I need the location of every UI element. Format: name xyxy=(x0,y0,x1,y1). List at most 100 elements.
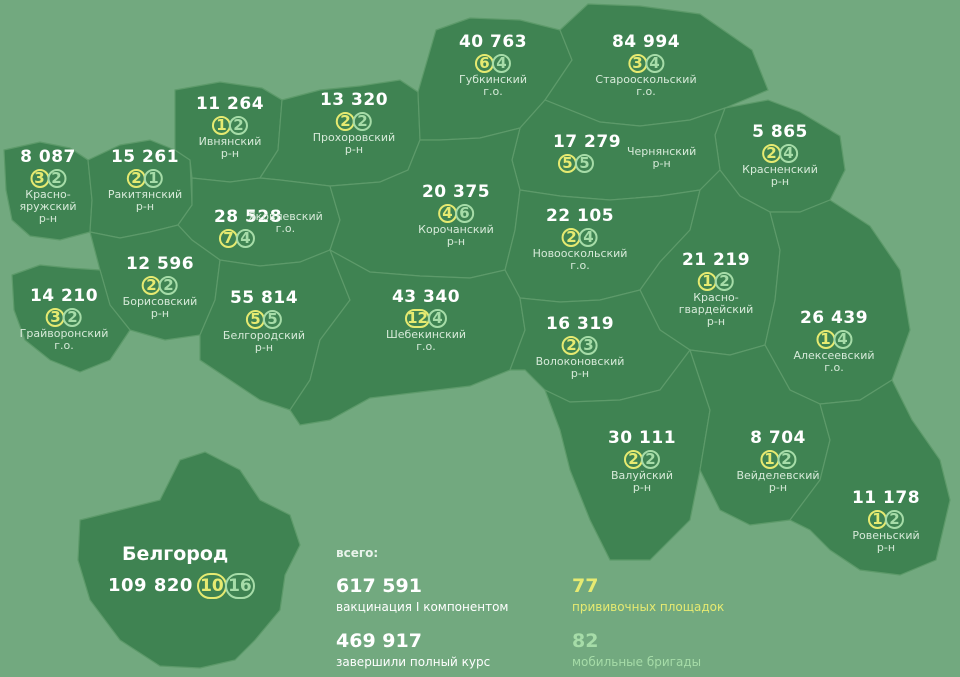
mobile-teams-badge: 2 xyxy=(229,116,248,135)
mobile-teams-badge: 2 xyxy=(63,308,82,327)
district-name: Чернянский р-н xyxy=(626,145,697,170)
district-name: Новооскольский г.о. xyxy=(532,247,628,272)
label-shebekinsky: 43 340 12 4 Шебекинский г.о. xyxy=(386,287,466,353)
district-name: Корочанский р-н xyxy=(418,223,494,248)
district-name: Красно-гвардейский р-н xyxy=(678,291,754,328)
first-component-total: 617 591 xyxy=(336,575,422,597)
mobile-teams-badge: 4 xyxy=(428,309,447,328)
mobile-teams-badge: 4 xyxy=(778,144,798,163)
district-name: Яковлевский г.о. xyxy=(247,210,323,235)
district-vaccinated-count: 17 279 xyxy=(552,132,622,152)
mobile-teams-badge: 2 xyxy=(641,450,660,469)
mobile-teams-badge: 2 xyxy=(776,450,796,469)
mobile-teams-badge: 2 xyxy=(46,169,66,188)
mobile-teams-badge: 4 xyxy=(644,54,664,73)
district-name: Старооскольский г.о. xyxy=(595,73,697,98)
district-vaccinated-count: 84 994 xyxy=(611,32,681,52)
vaccination-points-badge: 1 xyxy=(759,450,779,469)
district-name: Красно-яружский р-н xyxy=(19,188,77,225)
district-name: Красненский р-н xyxy=(742,163,818,188)
district-name: Валуйский р-н xyxy=(611,469,673,494)
district-shebekinsky xyxy=(289,248,526,426)
mobile-teams-badge: 6 xyxy=(455,204,474,223)
district-vaccinated-count: 43 340 xyxy=(391,287,461,307)
district-name: Прохоровский р-н xyxy=(312,131,396,156)
district-vaccinated-count: 11 178 xyxy=(851,488,921,508)
district-vaccinated-count: 28 528 xyxy=(213,207,283,227)
district-vaccinated-count: 13 320 xyxy=(319,90,389,110)
district-name: Ивнянский р-н xyxy=(198,135,262,160)
district-vaccinated-count: 26 439 xyxy=(799,308,869,328)
district-vaccinated-count: 14 210 xyxy=(29,286,99,306)
mobile-teams-badge: 2 xyxy=(715,272,734,291)
mobile-teams-badge: 2 xyxy=(158,276,178,295)
district-name: Ровеньский р-н xyxy=(852,529,920,554)
district-name: Алексеевский г.о. xyxy=(793,349,875,374)
mobile-teams-badge: 5 xyxy=(575,154,594,173)
district-vaccinated-count: 40 763 xyxy=(458,32,528,52)
district-vaccinated-count: 22 105 xyxy=(545,206,615,226)
mobile-teams-badge: 2 xyxy=(885,510,904,529)
vaccination-points-badge: 3 xyxy=(627,54,647,73)
belgorod-city-stats: 109 820 10 16 xyxy=(108,573,255,599)
vaccination-points-label: прививочных площадок xyxy=(572,600,725,614)
vaccination-points-badge: 1 xyxy=(816,330,835,349)
district-vaccinated-count: 21 219 xyxy=(681,250,751,270)
belgorod-city-area xyxy=(77,451,301,669)
mobile-teams-badge: 3 xyxy=(579,336,598,355)
district-vaccinated-count: 12 596 xyxy=(125,254,195,274)
mobile-teams-badge: 5 xyxy=(262,310,282,329)
district-vaccinated-count: 5 865 xyxy=(752,122,808,142)
mobile-teams-badge: 4 xyxy=(579,228,598,247)
district-name: Волоконовский р-н xyxy=(535,355,625,380)
district-name: Шебекинский г.о. xyxy=(385,328,467,353)
district-vaccinated-count: 8 087 xyxy=(20,147,76,167)
vaccination-points-total: 77 xyxy=(572,575,599,597)
district-name: Борисовский р-н xyxy=(122,295,198,320)
district-name: Губкинский г.о. xyxy=(459,73,527,98)
district-name: Белгородский р-н xyxy=(222,329,306,354)
mobile-teams-badge: 4 xyxy=(236,229,255,248)
vaccination-points-badge: 4 xyxy=(438,204,457,223)
full-course-total: 469 917 xyxy=(336,630,422,652)
district-name: Вейделевский р-н xyxy=(736,469,820,494)
mobile-teams-badge: 16 xyxy=(224,573,255,599)
district-vaccinated-count: 20 375 xyxy=(421,182,491,202)
district-name: Ракитянский р-н xyxy=(107,188,183,213)
full-course-label: завершили полный курс xyxy=(336,655,491,669)
totals-heading: всего: xyxy=(336,546,379,560)
belgorod-city-title: Белгород xyxy=(122,543,229,565)
district-name: Грайворонский г.о. xyxy=(19,327,109,352)
district-vaccinated-count: 15 261 xyxy=(110,147,180,167)
district-vaccinated-count: 11 264 xyxy=(195,94,265,114)
mobile-teams-label: мобильные бригады xyxy=(572,655,702,669)
district-vaccinated-count: 30 111 xyxy=(607,428,677,448)
district-vaccinated-count: 16 319 xyxy=(545,314,615,334)
mobile-teams-badge: 2 xyxy=(352,112,372,131)
district-vaccinated-count: 8 704 xyxy=(750,428,806,448)
vaccination-points-badge: 12 xyxy=(405,309,430,328)
belgorod-vaccinated-count: 109 820 xyxy=(108,575,193,596)
first-component-label: вакцинация I компонентом xyxy=(336,600,509,614)
vaccination-points-badge: 3 xyxy=(29,169,49,188)
vaccination-points-badge: 10 xyxy=(196,573,227,599)
district-vaccinated-count: 55 814 xyxy=(229,288,299,308)
